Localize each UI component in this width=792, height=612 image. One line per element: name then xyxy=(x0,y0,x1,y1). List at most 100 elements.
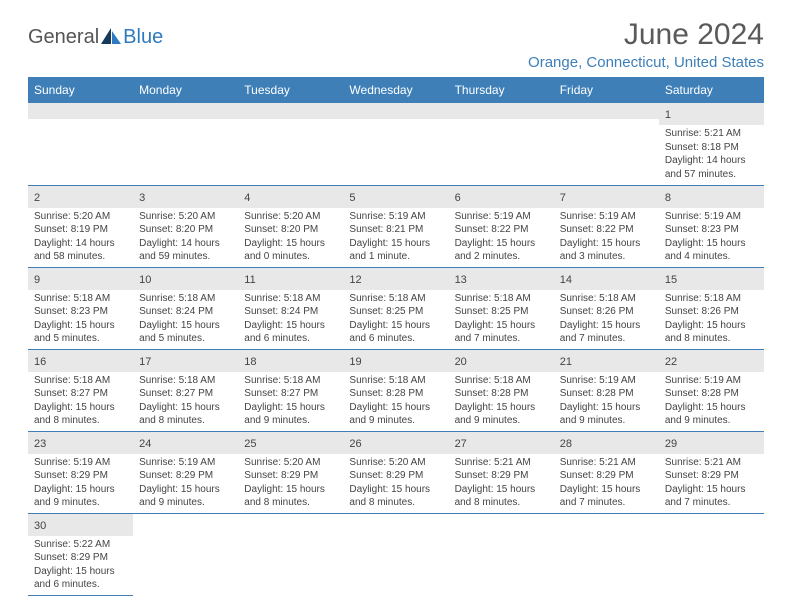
weekday-header: Saturday xyxy=(659,77,764,103)
daylight-line: Daylight: 15 hours and 6 minutes. xyxy=(244,319,337,346)
day-number-bar: 4 xyxy=(238,186,343,208)
day-content: Sunrise: 5:22 AMSunset: 8:29 PMDaylight:… xyxy=(28,536,133,595)
sunset-line: Sunset: 8:20 PM xyxy=(139,223,232,237)
calendar-day-cell: 18Sunrise: 5:18 AMSunset: 8:27 PMDayligh… xyxy=(238,349,343,431)
daylight-line: Daylight: 15 hours and 8 minutes. xyxy=(665,319,758,346)
calendar-week-row: 1Sunrise: 5:21 AMSunset: 8:18 PMDaylight… xyxy=(28,103,764,185)
calendar-day-cell: 26Sunrise: 5:20 AMSunset: 8:29 PMDayligh… xyxy=(343,431,448,513)
sunrise-line: Sunrise: 5:21 AM xyxy=(665,127,758,141)
day-number: 27 xyxy=(455,438,467,450)
daylight-line: Daylight: 15 hours and 0 minutes. xyxy=(244,237,337,264)
sunrise-line: Sunrise: 5:19 AM xyxy=(665,374,758,388)
day-number: 10 xyxy=(139,274,151,286)
daylight-line: Daylight: 15 hours and 8 minutes. xyxy=(139,401,232,428)
day-number: 24 xyxy=(139,438,151,450)
sunset-line: Sunset: 8:28 PM xyxy=(560,387,653,401)
calendar-week-row: 23Sunrise: 5:19 AMSunset: 8:29 PMDayligh… xyxy=(28,431,764,513)
location: Orange, Connecticut, United States xyxy=(528,54,764,71)
weekday-header-row: Sunday Monday Tuesday Wednesday Thursday… xyxy=(28,77,764,103)
daylight-line: Daylight: 15 hours and 9 minutes. xyxy=(139,483,232,510)
daylight-line: Daylight: 15 hours and 5 minutes. xyxy=(34,319,127,346)
day-number: 15 xyxy=(665,274,677,286)
sunrise-line: Sunrise: 5:21 AM xyxy=(455,456,548,470)
daylight-line: Daylight: 14 hours and 59 minutes. xyxy=(139,237,232,264)
calendar-day-cell xyxy=(238,103,343,185)
daylight-line: Daylight: 15 hours and 8 minutes. xyxy=(244,483,337,510)
day-number-bar: 11 xyxy=(238,268,343,290)
day-content: Sunrise: 5:20 AMSunset: 8:20 PMDaylight:… xyxy=(133,208,238,267)
sunset-line: Sunset: 8:22 PM xyxy=(455,223,548,237)
sunset-line: Sunset: 8:27 PM xyxy=(244,387,337,401)
sunrise-line: Sunrise: 5:19 AM xyxy=(665,210,758,224)
day-content: Sunrise: 5:18 AMSunset: 8:27 PMDaylight:… xyxy=(238,372,343,431)
day-content: Sunrise: 5:19 AMSunset: 8:22 PMDaylight:… xyxy=(449,208,554,267)
calendar-day-cell: 30Sunrise: 5:22 AMSunset: 8:29 PMDayligh… xyxy=(28,513,133,595)
calendar-day-cell: 14Sunrise: 5:18 AMSunset: 8:26 PMDayligh… xyxy=(554,267,659,349)
calendar-day-cell xyxy=(28,103,133,185)
sunset-line: Sunset: 8:24 PM xyxy=(244,305,337,319)
daylight-line: Daylight: 15 hours and 9 minutes. xyxy=(349,401,442,428)
calendar-week-row: 9Sunrise: 5:18 AMSunset: 8:23 PMDaylight… xyxy=(28,267,764,349)
day-content: Sunrise: 5:18 AMSunset: 8:26 PMDaylight:… xyxy=(554,290,659,349)
day-number-bar: 12 xyxy=(343,268,448,290)
day-number-bar: 3 xyxy=(133,186,238,208)
calendar-day-cell: 24 Sunrise: 5:19 AMSunset: 8:29 PMDayligh… xyxy=(133,431,238,513)
calendar-table: Sunday Monday Tuesday Wednesday Thursday… xyxy=(28,77,764,596)
daylight-line: Daylight: 15 hours and 9 minutes. xyxy=(244,401,337,428)
day-content: Sunrise: 5:18 AMSunset: 8:28 PMDaylight:… xyxy=(449,372,554,431)
day-number-bar: 22 xyxy=(659,350,764,372)
day-number-bar: 6 xyxy=(449,186,554,208)
day-number-bar xyxy=(449,103,554,119)
daylight-line: Daylight: 14 hours and 57 minutes. xyxy=(665,154,758,181)
daylight-line: Daylight: 15 hours and 9 minutes. xyxy=(560,401,653,428)
daylight-line: Daylight: 15 hours and 2 minutes. xyxy=(455,237,548,264)
sunrise-line: Sunrise: 5:18 AM xyxy=(139,292,232,306)
calendar-day-cell xyxy=(554,513,659,595)
daylight-line: Daylight: 15 hours and 6 minutes. xyxy=(349,319,442,346)
daylight-line: Daylight: 15 hours and 8 minutes. xyxy=(34,401,127,428)
daylight-line: Daylight: 15 hours and 6 minutes. xyxy=(34,565,127,592)
daylight-line: Daylight: 15 hours and 5 minutes. xyxy=(139,319,232,346)
day-content: Sunrise: 5:19 AMSunset: 8:29 PMDaylight:… xyxy=(133,454,238,513)
day-content: Sunrise: 5:20 AMSunset: 8:29 PMDaylight:… xyxy=(238,454,343,513)
logo-text-general: General xyxy=(28,26,99,49)
day-content: Sunrise: 5:20 AMSunset: 8:19 PMDaylight:… xyxy=(28,208,133,267)
calendar-day-cell xyxy=(554,103,659,185)
sunset-line: Sunset: 8:26 PM xyxy=(560,305,653,319)
sunset-line: Sunset: 8:25 PM xyxy=(349,305,442,319)
sunrise-line: Sunrise: 5:19 AM xyxy=(560,210,653,224)
title-block: June 2024 Orange, Connecticut, United St… xyxy=(528,18,764,71)
day-number-bar: 21 xyxy=(554,350,659,372)
sunset-line: Sunset: 8:27 PM xyxy=(34,387,127,401)
day-number: 6 xyxy=(455,192,461,204)
calendar-day-cell: 15Sunrise: 5:18 AMSunset: 8:26 PMDayligh… xyxy=(659,267,764,349)
day-number-bar: 18 xyxy=(238,350,343,372)
calendar-day-cell xyxy=(133,103,238,185)
daylight-line: Daylight: 15 hours and 4 minutes. xyxy=(665,237,758,264)
daylight-line: Daylight: 15 hours and 3 minutes. xyxy=(560,237,653,264)
sunset-line: Sunset: 8:18 PM xyxy=(665,141,758,155)
calendar-day-cell: 10Sunrise: 5:18 AMSunset: 8:24 PMDayligh… xyxy=(133,267,238,349)
sunrise-line: Sunrise: 5:18 AM xyxy=(349,292,442,306)
sunrise-line: Sunrise: 5:18 AM xyxy=(349,374,442,388)
sunrise-line: Sunrise: 5:18 AM xyxy=(34,374,127,388)
calendar-day-cell: 3Sunrise: 5:20 AMSunset: 8:20 PMDaylight… xyxy=(133,185,238,267)
day-number-bar: 19 xyxy=(343,350,448,372)
daylight-line: Daylight: 15 hours and 8 minutes. xyxy=(455,483,548,510)
calendar-day-cell: 8Sunrise: 5:19 AMSunset: 8:23 PMDaylight… xyxy=(659,185,764,267)
calendar-day-cell xyxy=(343,513,448,595)
sunset-line: Sunset: 8:29 PM xyxy=(34,469,127,483)
day-number: 20 xyxy=(455,356,467,368)
sunrise-line: Sunrise: 5:22 AM xyxy=(34,538,127,552)
day-number: 21 xyxy=(560,356,572,368)
daylight-line: Daylight: 15 hours and 9 minutes. xyxy=(34,483,127,510)
day-number-bar xyxy=(133,103,238,119)
calendar-day-cell xyxy=(343,103,448,185)
sunrise-line: Sunrise: 5:19 AM xyxy=(560,374,653,388)
day-content: Sunrise: 5:18 AMSunset: 8:23 PMDaylight:… xyxy=(28,290,133,349)
day-content: Sunrise: 5:19 AMSunset: 8:22 PMDaylight:… xyxy=(554,208,659,267)
sunset-line: Sunset: 8:20 PM xyxy=(244,223,337,237)
calendar-week-row: 16Sunrise: 5:18 AMSunset: 8:27 PMDayligh… xyxy=(28,349,764,431)
sunrise-line: Sunrise: 5:19 AM xyxy=(34,456,127,470)
day-number-bar: 20 xyxy=(449,350,554,372)
